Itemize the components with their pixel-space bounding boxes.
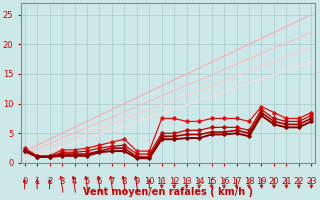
X-axis label: Vent moyen/en rafales ( km/h ): Vent moyen/en rafales ( km/h ): [83, 187, 253, 197]
